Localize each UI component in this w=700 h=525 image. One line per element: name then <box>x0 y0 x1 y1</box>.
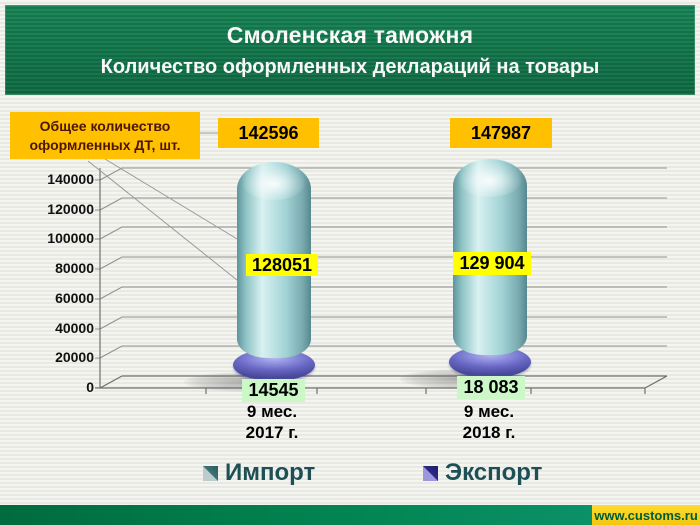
footer-url[interactable]: www.customs.ru <box>592 505 700 525</box>
y-tick-80000: 80000 <box>55 260 94 276</box>
export-value-2018: 18 083 <box>457 376 525 399</box>
category-2018-line2: 2018 г. <box>462 423 516 442</box>
legend-export-label: Экспорт <box>445 459 543 486</box>
category-2018-line1: 9 мес. <box>463 402 515 421</box>
callout-box: Общее количество оформленных ДТ, шт. <box>10 112 200 159</box>
y-tick-0: 0 <box>86 379 94 395</box>
category-label-2017: 9 мес. 2017 г. <box>207 401 337 443</box>
y-tick-100000: 100000 <box>47 230 94 246</box>
page-subtitle: Количество оформленных деклараций на тов… <box>100 56 600 78</box>
category-label-2018: 9 мес. 2018 г. <box>424 401 554 443</box>
slide-header: Смоленская таможня Количество оформленны… <box>5 5 695 95</box>
import-legend-marker-icon <box>203 465 218 481</box>
import-value-2018: 129 904 <box>453 252 531 275</box>
callout-line1: Общее количество <box>39 117 171 134</box>
category-2017-line1: 9 мес. <box>246 402 298 421</box>
total-2018-label: 147987 <box>450 118 552 148</box>
export-value-2017: 14545 <box>242 379 305 402</box>
y-tick-20000: 20000 <box>55 349 94 365</box>
legend-item-export: Экспорт <box>423 458 542 488</box>
y-tick-60000: 60000 <box>55 290 94 306</box>
export-legend-marker-icon <box>423 465 438 481</box>
legend-import-label: Импорт <box>225 459 316 486</box>
total-2017-label: 142596 <box>218 118 319 148</box>
import-value-2017: 128051 <box>246 254 318 276</box>
category-2017-line2: 2017 г. <box>245 423 299 442</box>
page-title: Смоленская таможня <box>226 22 474 48</box>
y-tick-120000: 120000 <box>47 201 94 217</box>
callout-line2: оформленных ДТ, шт. <box>29 136 181 153</box>
legend-item-import: Импорт <box>203 458 315 488</box>
footer-bar <box>0 505 592 525</box>
y-tick-140000: 140000 <box>47 171 94 187</box>
y-tick-40000: 40000 <box>55 320 94 336</box>
